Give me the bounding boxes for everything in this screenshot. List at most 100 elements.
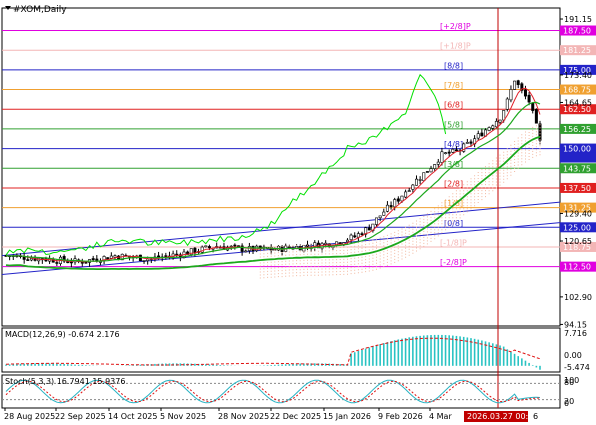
time-axis-label: 4 Mar — [429, 412, 452, 421]
candle-body — [393, 199, 397, 208]
candle-body — [233, 244, 237, 247]
murray-label: [2/8] — [444, 179, 463, 188]
triangle-down-icon[interactable] — [5, 6, 11, 10]
macd-label: MACD(12,26,9) -0.674 2.176 — [5, 330, 120, 339]
candle-body — [244, 250, 248, 253]
macd-axis-label: -5.474 — [564, 363, 590, 372]
candle-body — [353, 235, 357, 238]
macd-signal-line — [5, 337, 541, 366]
price-badge — [560, 182, 596, 193]
price-badge — [560, 123, 596, 134]
murray-label: [6/8] — [444, 101, 463, 110]
price-axis-label: 191.15 — [564, 15, 592, 24]
price-axis-label: 120.65 — [564, 237, 592, 246]
price-badge — [560, 143, 596, 154]
time-axis-label: 22 Dec 2025 — [270, 412, 321, 421]
candle-body — [26, 259, 30, 261]
price-badge-text: 181.25 — [563, 46, 591, 55]
murray-label: [+2/8]P — [440, 22, 471, 31]
price-pane-frame — [1, 7, 561, 327]
price-badge — [560, 25, 596, 36]
candle-body — [22, 256, 26, 260]
murray-label: [0/8] — [444, 219, 463, 228]
price-badge — [560, 222, 596, 233]
envelope-band — [259, 124, 541, 279]
candle-body — [91, 258, 95, 261]
candle-body — [356, 233, 360, 238]
candle-body — [440, 151, 444, 163]
price-badge-text: 175.00 — [563, 66, 591, 75]
price-axis-label: 129.40 — [564, 209, 592, 218]
macd-histogram — [5, 334, 541, 370]
candle-body — [385, 204, 389, 212]
candle-body — [360, 233, 364, 236]
candle-body — [204, 245, 208, 248]
candle-body — [469, 141, 473, 144]
price-axis-label: 173.40 — [564, 71, 592, 80]
murray-label: [-2/8]P — [440, 258, 467, 267]
candle-body — [513, 80, 517, 90]
candle-body — [378, 215, 382, 219]
time-axis-label: 28 Nov 2025 — [218, 412, 269, 421]
price-badge — [560, 202, 596, 213]
time-highlight-text: 2026.03.27 00:00 — [467, 412, 538, 421]
price-badge-text: 118.75 — [563, 243, 591, 252]
candle-body — [29, 258, 33, 261]
candle-body — [422, 172, 426, 181]
candle-body — [404, 191, 408, 198]
candle-body — [189, 248, 193, 255]
time-highlight-badge — [464, 411, 528, 422]
candle-body — [414, 178, 418, 186]
price-badge-text: 143.75 — [563, 164, 591, 173]
candle-body — [62, 256, 66, 262]
candle-body — [66, 261, 70, 264]
price-badge — [560, 241, 596, 252]
candle-body — [425, 171, 429, 173]
price-badge-text: 125.00 — [563, 223, 591, 232]
price-badge-text: 112.50 — [563, 263, 591, 272]
macd-axis-label: 7.716 — [564, 329, 587, 338]
candle-body — [436, 161, 440, 165]
price-badge — [560, 163, 596, 174]
candle-body — [494, 121, 498, 128]
candle-body — [407, 190, 411, 192]
candle-body — [164, 255, 168, 257]
candle-body — [364, 227, 368, 235]
murray-label: [3/8] — [444, 160, 463, 169]
stoch-main-line — [5, 379, 541, 404]
murray-label: [1/8] — [444, 199, 463, 208]
time-axis-label: 14 Oct 2025 — [108, 412, 157, 421]
candle-body — [520, 83, 524, 91]
murray-label: [4/8] — [444, 140, 463, 149]
current-price-badge — [560, 152, 596, 163]
time-axis-label: 15 Jan 2026 — [323, 412, 371, 421]
stoch-axis-label: 100 — [564, 376, 579, 385]
candle-body — [433, 164, 437, 169]
candle-body — [447, 151, 451, 154]
chikou-line — [5, 73, 447, 256]
time-axis-label-tail: 6 — [533, 412, 538, 421]
price-badge — [560, 45, 596, 56]
candle-body — [491, 125, 495, 129]
price-axis-label: 102.90 — [564, 293, 592, 302]
candle-body — [480, 132, 484, 137]
candle-body — [444, 152, 448, 154]
price-badge-text: 162.50 — [563, 105, 591, 114]
price-badge-text: 187.50 — [563, 27, 591, 36]
candle-body — [523, 89, 527, 97]
candle-body — [487, 127, 491, 131]
trend-line-upper — [1, 201, 561, 257]
candle-body — [429, 168, 433, 173]
candle-body — [509, 89, 513, 101]
candle-body — [465, 142, 469, 144]
candle-body — [338, 242, 342, 245]
candle-body — [462, 143, 466, 152]
time-axis-label: 5 Nov 2025 — [160, 412, 206, 421]
price-badge — [560, 104, 596, 115]
time-axis-label: 9 Feb 2026 — [378, 412, 423, 421]
candle-body — [324, 242, 328, 245]
symbol-title: #XOM,Daily — [13, 5, 67, 15]
candle-body — [389, 205, 393, 207]
